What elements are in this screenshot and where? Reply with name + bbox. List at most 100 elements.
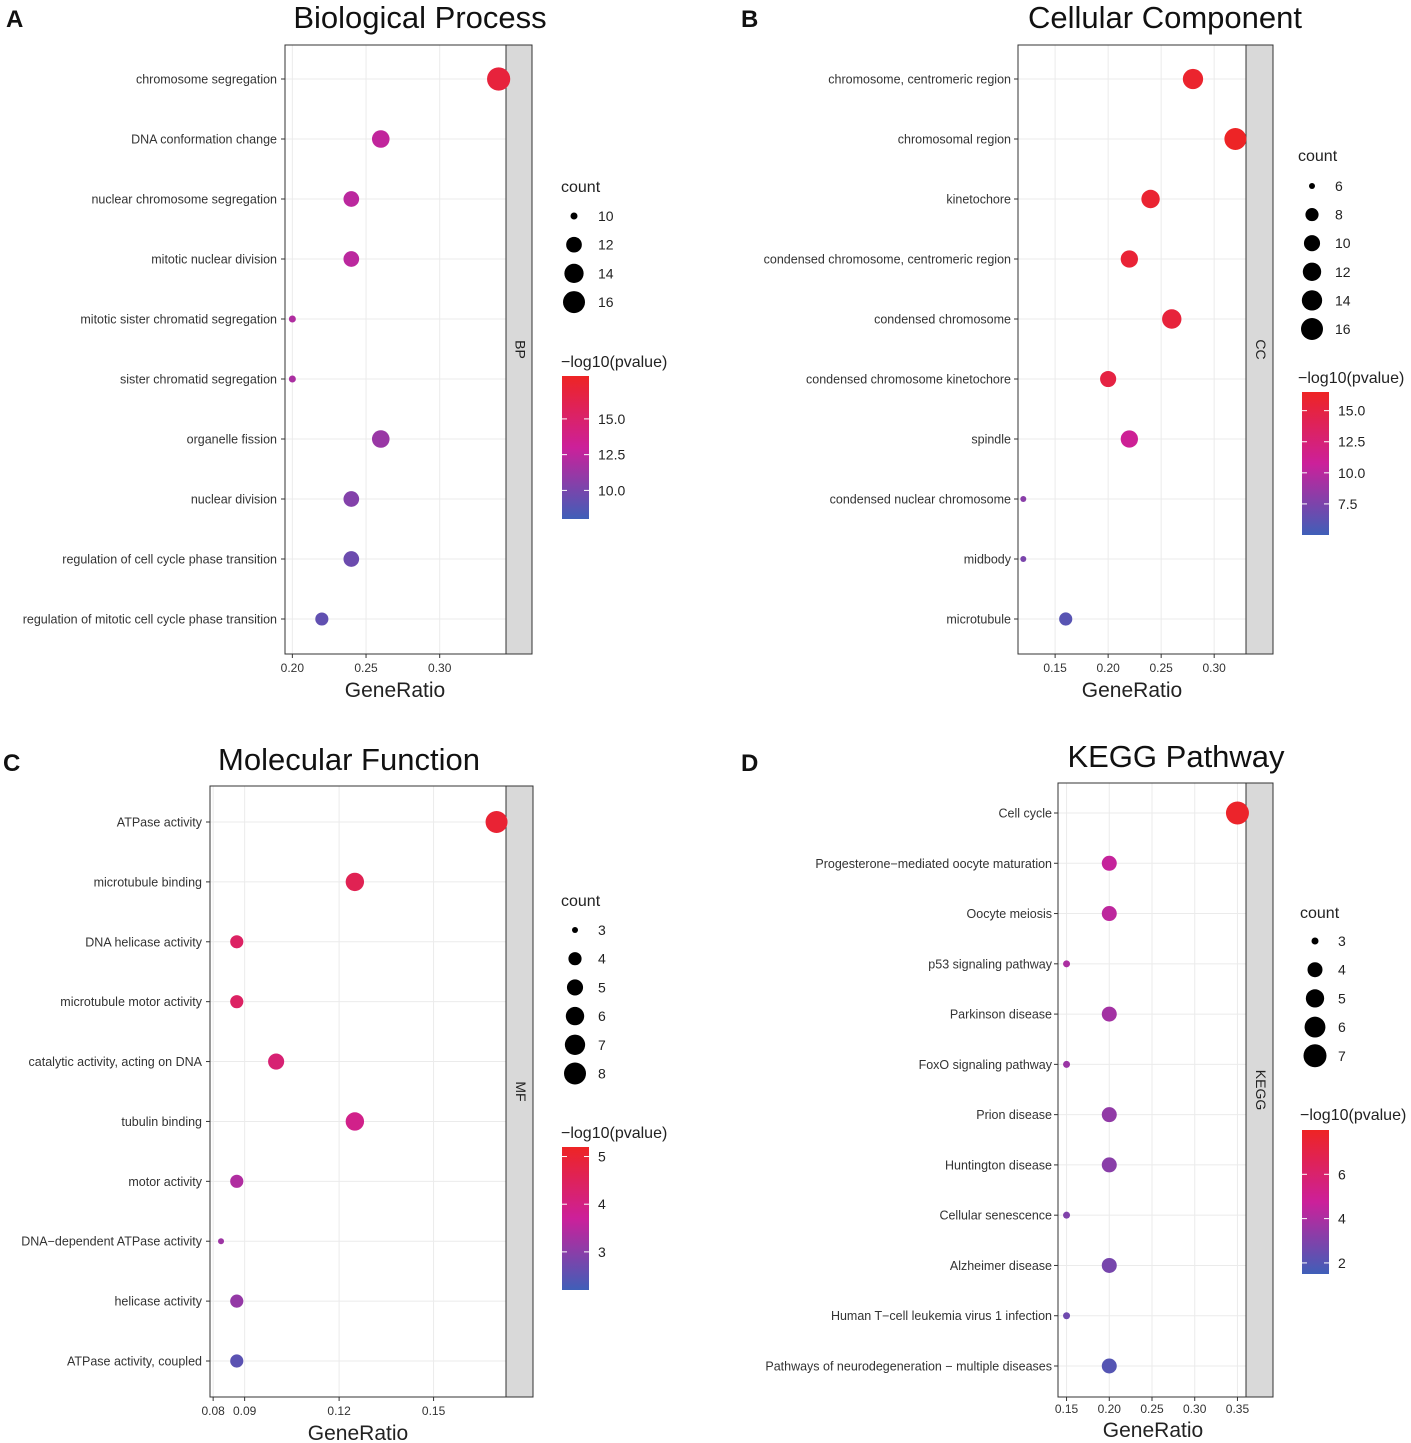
data-point: [485, 811, 508, 833]
category-label: condensed chromosome kinetochore: [806, 373, 1011, 387]
data-point: [230, 1174, 244, 1188]
size-legend-key: [570, 212, 578, 220]
color-legend-title: −log10(pvalue): [561, 1125, 667, 1142]
facet-strip-label: BP: [512, 340, 528, 359]
category-label: DNA conformation change: [131, 133, 277, 147]
size-legend-key: [566, 236, 582, 253]
data-point: [268, 1053, 285, 1070]
data-point: [230, 995, 244, 1009]
facet-strip: [505, 44, 533, 655]
x-axis-title: GeneRatio: [345, 679, 445, 702]
x-axis-title: GeneRatio: [1103, 1419, 1203, 1442]
data-point: [1063, 960, 1071, 968]
category-label: FoxO signaling pathway: [919, 1058, 1053, 1072]
data-point: [1101, 1107, 1117, 1123]
chart-title: Cellular Component: [1028, 0, 1302, 35]
size-legend-key: [1301, 290, 1323, 311]
size-legend-label: 8: [598, 1066, 606, 1082]
data-point: [230, 1354, 244, 1368]
panel-letter: C: [3, 750, 20, 777]
chart-title: Molecular Function: [218, 742, 480, 777]
size-legend-key: [564, 1034, 586, 1055]
data-point: [345, 1112, 365, 1131]
facet-strip-label: MF: [513, 1081, 529, 1101]
plot-border: [209, 785, 507, 1398]
size-legend-key: [1307, 962, 1323, 978]
size-legend-key: [1305, 208, 1319, 222]
panel-letter: B: [741, 6, 758, 33]
data-point: [1101, 1006, 1117, 1022]
size-legend-title: count: [1300, 905, 1340, 922]
category-label: condensed nuclear chromosome: [830, 493, 1011, 507]
size-legend-label: 16: [1335, 321, 1351, 337]
color-legend-label: 15.0: [1338, 403, 1365, 419]
data-point: [1120, 250, 1139, 268]
data-point: [1162, 309, 1182, 329]
data-point: [1101, 1157, 1117, 1173]
data-point: [343, 551, 360, 567]
size-legend-key: [1303, 235, 1321, 252]
category-label: organelle fission: [187, 433, 277, 447]
data-point: [487, 67, 511, 91]
size-legend-key: [1305, 989, 1325, 1008]
data-point: [1120, 430, 1139, 448]
size-legend-label: 10: [598, 208, 614, 224]
category-label: condensed chromosome, centromeric region: [764, 253, 1011, 267]
color-legend-bar: [562, 1147, 589, 1290]
size-legend-label: 4: [1338, 962, 1346, 978]
data-point: [345, 872, 365, 892]
data-point: [230, 1294, 244, 1308]
data-point: [343, 191, 360, 207]
size-legend-key: [1301, 318, 1323, 340]
category-label: midbody: [964, 553, 1012, 567]
size-legend-title: count: [1298, 148, 1338, 165]
facet-strip-label: KEGG: [1253, 1070, 1269, 1110]
data-point: [371, 430, 390, 448]
color-legend-label: 10.0: [598, 482, 625, 498]
category-label: Progesterone−mediated oocyte maturation: [815, 857, 1052, 871]
size-legend-label: 14: [1335, 292, 1351, 308]
size-legend-key: [1303, 1044, 1327, 1068]
category-label: Alzheimer disease: [950, 1259, 1052, 1273]
category-label: regulation of mitotic cell cycle phase t…: [23, 613, 277, 627]
data-point: [1100, 370, 1117, 388]
color-legend-label: 5: [598, 1149, 606, 1165]
x-tick-label: 0.25: [354, 661, 378, 675]
facet-strip: [1245, 44, 1274, 655]
color-legend-bar: [1302, 1130, 1329, 1274]
color-legend-label: 15.0: [598, 411, 625, 427]
data-point: [343, 251, 360, 267]
color-legend-title: −log10(pvalue): [561, 354, 667, 371]
data-point: [1063, 1211, 1071, 1219]
size-legend-key: [1309, 183, 1315, 189]
category-label: Oocyte meiosis: [967, 907, 1052, 921]
x-tick-label: 0.09: [233, 1404, 257, 1418]
color-legend-label: 3: [598, 1244, 606, 1260]
data-point: [1063, 1060, 1071, 1068]
category-label: condensed chromosome: [874, 313, 1011, 327]
size-legend-label: 12: [1335, 264, 1351, 280]
data-point: [1182, 68, 1204, 90]
size-legend-key: [566, 979, 584, 996]
data-point: [1063, 1312, 1071, 1320]
size-legend-label: 16: [598, 294, 614, 310]
size-legend-key: [1302, 262, 1322, 281]
panel-b: B Cellular Component CC chromosome, centrom…: [741, 0, 1404, 702]
data-point: [1101, 1257, 1117, 1273]
category-label: mitotic sister chromatid segregation: [80, 313, 277, 327]
x-tick-label: 0.30: [428, 661, 452, 675]
size-legend-key: [563, 291, 585, 314]
category-label: ATPase activity: [117, 816, 203, 830]
size-legend-label: 14: [598, 265, 614, 281]
category-label: nuclear division: [191, 493, 277, 507]
size-legend-label: 3: [1338, 933, 1346, 949]
category-label: Cell cycle: [999, 807, 1053, 821]
category-label: ATPase activity, coupled: [67, 1355, 202, 1369]
size-legend-label: 12: [598, 237, 614, 253]
size-legend-label: 6: [1335, 178, 1343, 194]
color-legend-label: 7.5: [1338, 496, 1358, 512]
panel-a: A Biological Process BP chromosome segregat…: [6, 0, 667, 702]
x-tick-label: 0.25: [1140, 1402, 1164, 1416]
x-tick-label: 0.30: [1183, 1402, 1207, 1416]
